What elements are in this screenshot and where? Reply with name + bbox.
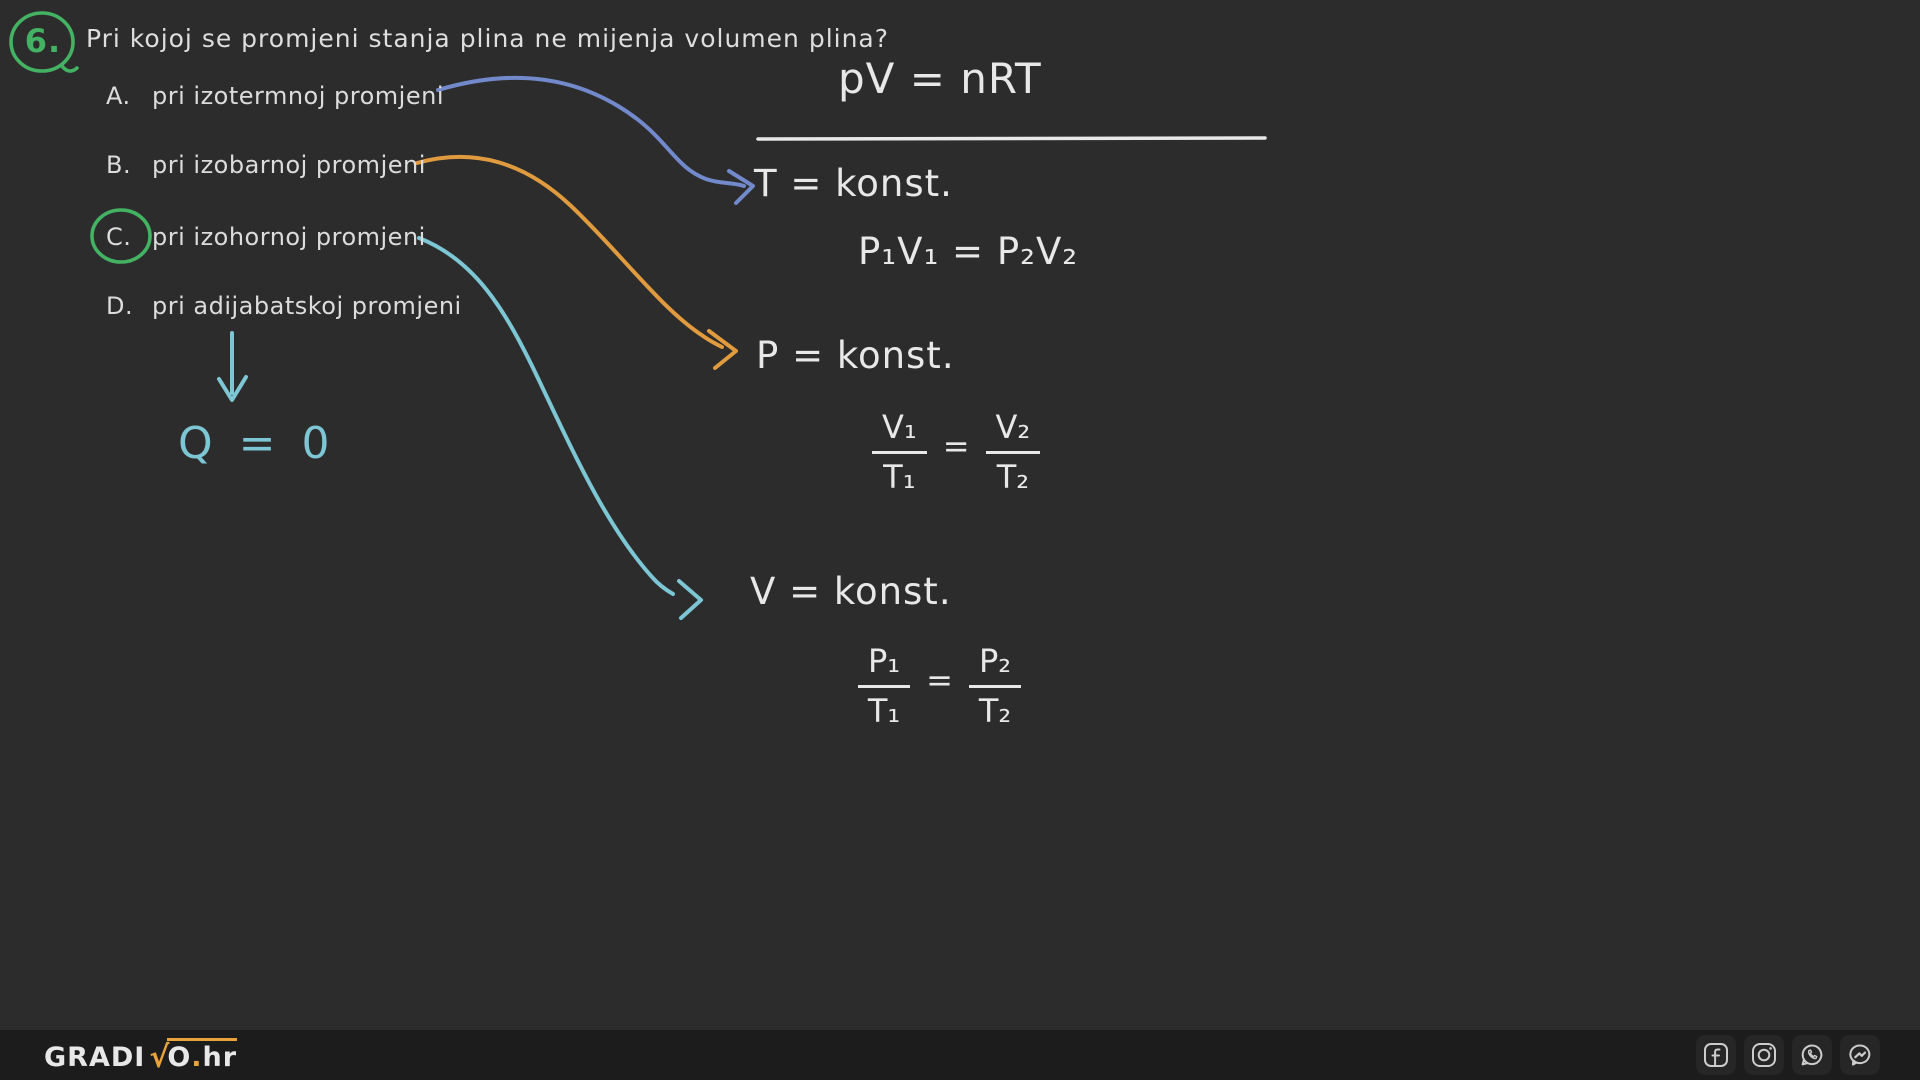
adiabatic-result: Q = 0: [178, 418, 336, 469]
isobaric-equation: V₁ T₁ = V₂ T₂: [872, 408, 1041, 496]
isobaric-condition: P = konst.: [756, 334, 955, 377]
question-text: Pri kojoj se promjeni stanja plina ne mi…: [86, 24, 890, 53]
facebook-icon: [1704, 1043, 1728, 1067]
instagram-link[interactable]: [1744, 1035, 1784, 1075]
messenger-link[interactable]: [1840, 1035, 1880, 1075]
numerator: V₂: [985, 408, 1041, 454]
option-b: B. pri izobarnoj promjeni: [106, 151, 426, 179]
social-links: [1696, 1035, 1880, 1075]
option-c: C. pri izohornoj promjeni: [106, 223, 426, 251]
logo-dot: .: [191, 1041, 203, 1073]
option-c-text: pri izohornoj promjeni: [152, 223, 426, 251]
logo-text-o: O: [167, 1041, 192, 1073]
numerator: P₁: [858, 642, 911, 688]
isochoric-equation: P₁ T₁ = P₂ T₂: [858, 642, 1022, 730]
denominator: T₁: [883, 458, 916, 496]
fraction-p1-t1: P₁ T₁: [858, 642, 911, 730]
isothermal-equation: P₁V₁ = P₂V₂: [858, 230, 1079, 273]
messenger-icon: [1849, 1044, 1871, 1066]
option-d: D. pri adijabatskoj promjeni: [106, 292, 462, 320]
whatsapp-icon: [1801, 1044, 1823, 1066]
option-b-text: pri izobarnoj promjeni: [152, 151, 426, 179]
logo-overbar: O. hr: [167, 1037, 238, 1073]
logo-radical-icon: √: [149, 1039, 171, 1075]
denominator: T₂: [978, 692, 1012, 730]
formula-divider-line: [756, 136, 1267, 141]
isothermal-condition: T = konst.: [754, 162, 953, 205]
question-number-circle-tail: [60, 64, 79, 73]
logo-text-hr: hr: [202, 1041, 238, 1073]
fraction-v2-t2: V₂ T₂: [985, 408, 1041, 496]
logo-text-gradi: GRADI: [44, 1041, 146, 1073]
option-c-label: C.: [106, 223, 132, 251]
instagram-icon: [1752, 1043, 1776, 1067]
fraction-v1-t1: V₁ T₁: [872, 408, 927, 496]
arrow-isochoric-head: [677, 579, 703, 620]
option-d-text: pri adijabatskoj promjeni: [152, 292, 462, 320]
arrow-isothermal: [436, 75, 746, 188]
arrow-adiabatic-head: [217, 375, 248, 402]
isochoric-condition: V = konst.: [750, 570, 952, 613]
option-d-label: D.: [106, 292, 134, 320]
option-a-label: A.: [106, 82, 131, 110]
fraction-p2-t2: P₂ T₂: [968, 642, 1022, 730]
denominator: T₂: [996, 458, 1030, 496]
facebook-link[interactable]: [1696, 1035, 1736, 1075]
arrow-isobaric-head: [707, 329, 738, 370]
equals-sign: =: [942, 427, 970, 465]
whatsapp-link[interactable]: [1792, 1035, 1832, 1075]
numerator: V₁: [872, 408, 927, 454]
footer-bar: GRADI √ O. hr: [0, 1030, 1920, 1080]
numerator: P₂: [968, 642, 1022, 688]
arrow-isothermal-head: [727, 169, 755, 205]
question-number: 6.: [24, 22, 62, 60]
option-a: A. pri izotermnoj promjeni: [106, 82, 444, 110]
option-b-label: B.: [106, 151, 132, 179]
option-a-text: pri izotermnoj promjeni: [152, 82, 444, 110]
ideal-gas-law: pV = nRT: [838, 54, 1042, 103]
equals-sign: =: [926, 661, 953, 699]
denominator: T₁: [867, 692, 901, 730]
arrow-isobaric: [415, 154, 724, 349]
gradivo-logo[interactable]: GRADI √ O. hr: [44, 1037, 238, 1075]
